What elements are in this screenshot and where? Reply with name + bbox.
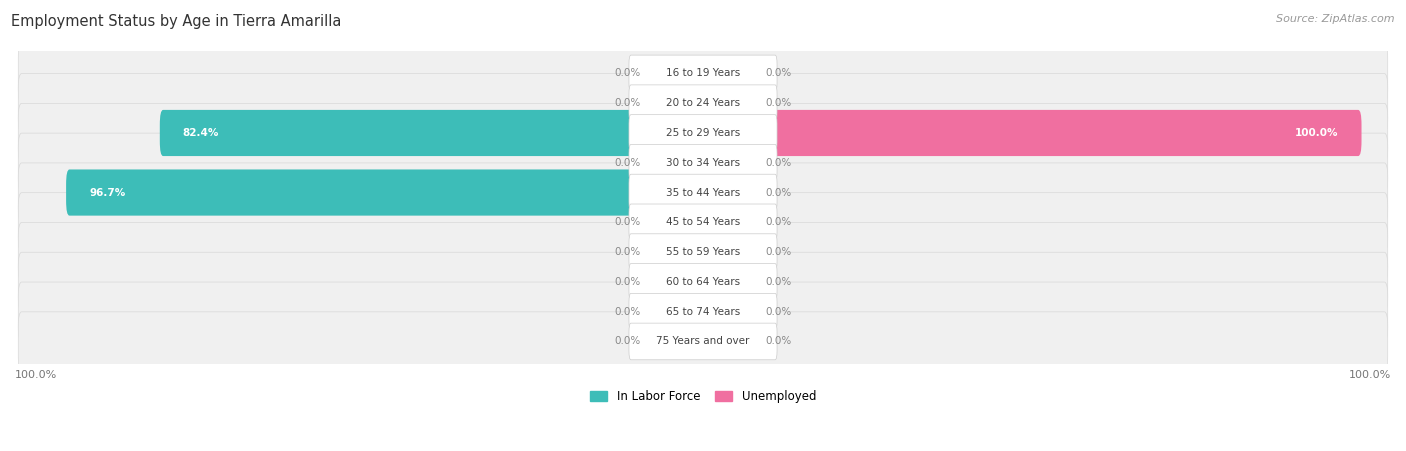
FancyBboxPatch shape xyxy=(18,252,1388,312)
Text: 0.0%: 0.0% xyxy=(614,277,641,287)
FancyBboxPatch shape xyxy=(18,44,1388,103)
FancyBboxPatch shape xyxy=(160,110,706,156)
FancyBboxPatch shape xyxy=(628,115,778,151)
FancyBboxPatch shape xyxy=(18,74,1388,133)
FancyBboxPatch shape xyxy=(702,295,758,329)
FancyBboxPatch shape xyxy=(628,85,778,121)
Text: 65 to 74 Years: 65 to 74 Years xyxy=(666,307,740,317)
Text: Employment Status by Age in Tierra Amarilla: Employment Status by Age in Tierra Amari… xyxy=(11,14,342,28)
Text: Source: ZipAtlas.com: Source: ZipAtlas.com xyxy=(1277,14,1395,23)
FancyBboxPatch shape xyxy=(700,110,1361,156)
Text: 0.0%: 0.0% xyxy=(765,247,792,257)
FancyBboxPatch shape xyxy=(18,312,1388,371)
FancyBboxPatch shape xyxy=(628,204,778,241)
Text: 55 to 59 Years: 55 to 59 Years xyxy=(666,247,740,257)
Legend: In Labor Force, Unemployed: In Labor Force, Unemployed xyxy=(585,386,821,408)
Text: 0.0%: 0.0% xyxy=(614,217,641,227)
Text: 75 Years and over: 75 Years and over xyxy=(657,336,749,346)
FancyBboxPatch shape xyxy=(702,86,758,120)
Text: 0.0%: 0.0% xyxy=(614,158,641,168)
Text: 0.0%: 0.0% xyxy=(765,307,792,317)
Text: 0.0%: 0.0% xyxy=(765,98,792,108)
Text: 25 to 29 Years: 25 to 29 Years xyxy=(666,128,740,138)
Text: 96.7%: 96.7% xyxy=(89,188,125,198)
FancyBboxPatch shape xyxy=(18,133,1388,193)
Text: 0.0%: 0.0% xyxy=(614,307,641,317)
FancyBboxPatch shape xyxy=(648,86,704,120)
FancyBboxPatch shape xyxy=(18,103,1388,163)
Text: 100.0%: 100.0% xyxy=(1348,370,1391,380)
Text: 0.0%: 0.0% xyxy=(765,158,792,168)
Text: 35 to 44 Years: 35 to 44 Years xyxy=(666,188,740,198)
Text: 0.0%: 0.0% xyxy=(614,69,641,78)
FancyBboxPatch shape xyxy=(702,56,758,91)
FancyBboxPatch shape xyxy=(702,146,758,180)
FancyBboxPatch shape xyxy=(648,235,704,269)
Text: 100.0%: 100.0% xyxy=(1295,128,1339,138)
Text: 60 to 64 Years: 60 to 64 Years xyxy=(666,277,740,287)
Text: 0.0%: 0.0% xyxy=(765,69,792,78)
FancyBboxPatch shape xyxy=(702,175,758,210)
FancyBboxPatch shape xyxy=(628,293,778,330)
Text: 0.0%: 0.0% xyxy=(614,98,641,108)
FancyBboxPatch shape xyxy=(702,205,758,239)
Text: 16 to 19 Years: 16 to 19 Years xyxy=(666,69,740,78)
FancyBboxPatch shape xyxy=(18,222,1388,282)
FancyBboxPatch shape xyxy=(628,263,778,300)
FancyBboxPatch shape xyxy=(628,144,778,181)
Text: 0.0%: 0.0% xyxy=(765,277,792,287)
FancyBboxPatch shape xyxy=(628,234,778,271)
FancyBboxPatch shape xyxy=(648,146,704,180)
FancyBboxPatch shape xyxy=(648,56,704,91)
FancyBboxPatch shape xyxy=(648,265,704,299)
FancyBboxPatch shape xyxy=(18,282,1388,341)
FancyBboxPatch shape xyxy=(648,205,704,239)
FancyBboxPatch shape xyxy=(18,193,1388,252)
FancyBboxPatch shape xyxy=(648,324,704,359)
FancyBboxPatch shape xyxy=(628,323,778,360)
FancyBboxPatch shape xyxy=(66,170,706,216)
FancyBboxPatch shape xyxy=(702,235,758,269)
Text: 0.0%: 0.0% xyxy=(614,336,641,346)
FancyBboxPatch shape xyxy=(702,324,758,359)
Text: 45 to 54 Years: 45 to 54 Years xyxy=(666,217,740,227)
Text: 0.0%: 0.0% xyxy=(765,188,792,198)
FancyBboxPatch shape xyxy=(18,163,1388,222)
Text: 0.0%: 0.0% xyxy=(765,217,792,227)
Text: 0.0%: 0.0% xyxy=(765,336,792,346)
FancyBboxPatch shape xyxy=(628,174,778,211)
FancyBboxPatch shape xyxy=(628,55,778,92)
FancyBboxPatch shape xyxy=(702,265,758,299)
Text: 100.0%: 100.0% xyxy=(15,370,58,380)
Text: 30 to 34 Years: 30 to 34 Years xyxy=(666,158,740,168)
Text: 82.4%: 82.4% xyxy=(183,128,219,138)
Text: 20 to 24 Years: 20 to 24 Years xyxy=(666,98,740,108)
FancyBboxPatch shape xyxy=(648,295,704,329)
Text: 0.0%: 0.0% xyxy=(614,247,641,257)
